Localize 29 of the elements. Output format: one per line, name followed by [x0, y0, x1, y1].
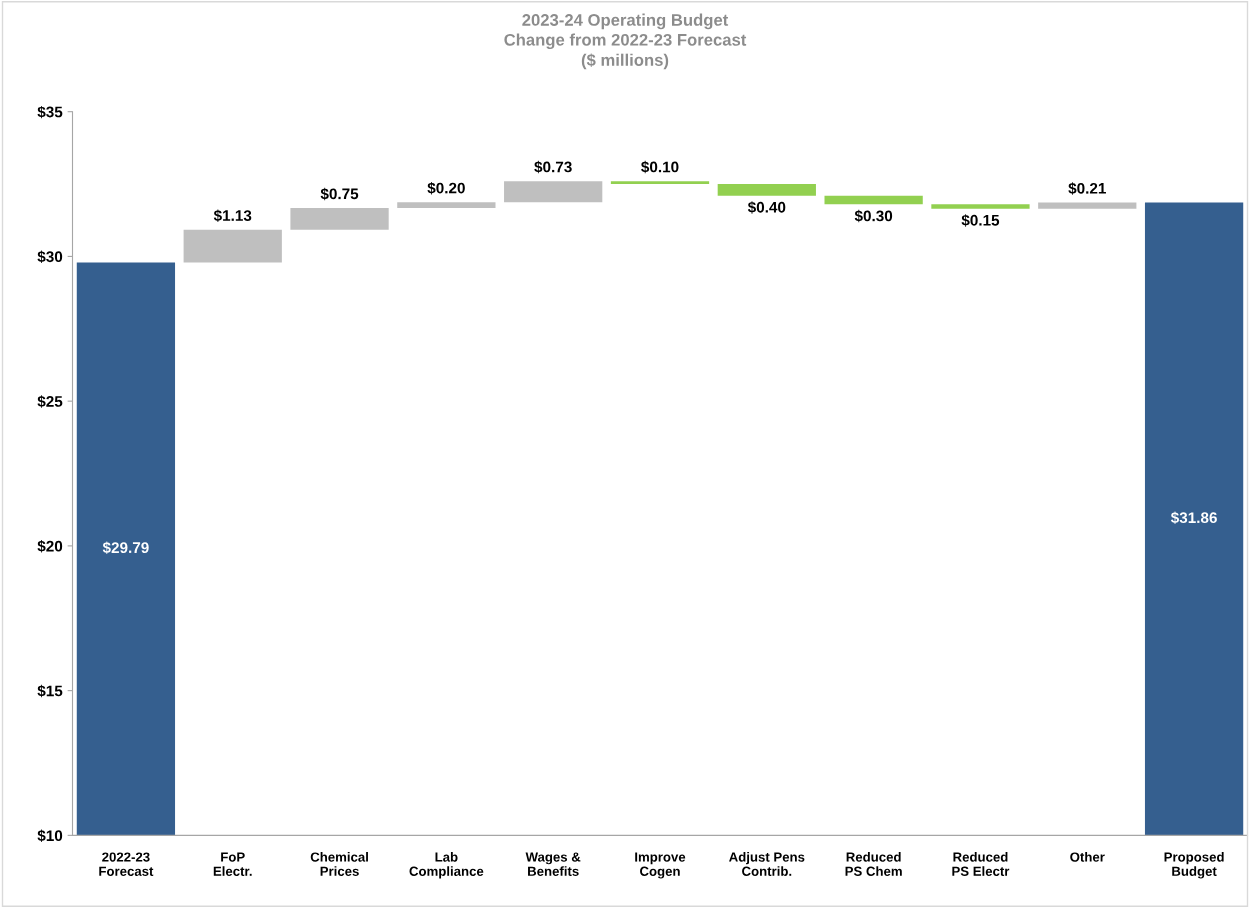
data-label: $29.79 [102, 541, 149, 555]
x-tick-label: Proposed Budget [1164, 852, 1224, 879]
y-tick-label: $25 [37, 395, 63, 408]
data-label: $1.13 [213, 209, 252, 222]
data-label: $0.75 [320, 187, 359, 201]
y-tick-label: $15 [37, 684, 63, 698]
x-tick-label: FoP Electr. [213, 852, 252, 876]
x-tick-label: Other [1070, 852, 1105, 862]
x-tick-label: Adjust Pens Contrib. [729, 852, 805, 876]
x-tick-label: 2022-23 Forecast [99, 852, 154, 876]
data-label: $31.86 [1170, 511, 1217, 525]
y-tick-label: $30 [37, 250, 63, 264]
x-tick-label: Reduced PS Electr [952, 852, 1010, 876]
data-label: $0.15 [961, 214, 1000, 227]
data-label: $0.21 [1068, 182, 1106, 195]
x-tick-label: Wages & Benefits [525, 852, 581, 876]
data-label: $0.20 [427, 181, 465, 195]
y-tick-label: $20 [37, 540, 63, 553]
y-tick-label: $35 [37, 105, 63, 119]
y-tick-label: $10 [37, 829, 63, 843]
x-tick-label: Improve Cogen [635, 852, 686, 879]
data-label: $0.10 [641, 160, 679, 174]
x-tick-label: Chemical Prices [310, 852, 368, 876]
x-tick-label: Reduced PS Chem [845, 852, 902, 876]
chart-title: 2023-24 Operating Budget Change from 2022-23 Forecast ($ millions) [504, 13, 747, 70]
data-label: $0.40 [747, 201, 786, 214]
data-label: $0.73 [534, 160, 572, 174]
data-label: $0.30 [854, 209, 893, 223]
x-tick-label: Lab Compliance [409, 852, 484, 879]
